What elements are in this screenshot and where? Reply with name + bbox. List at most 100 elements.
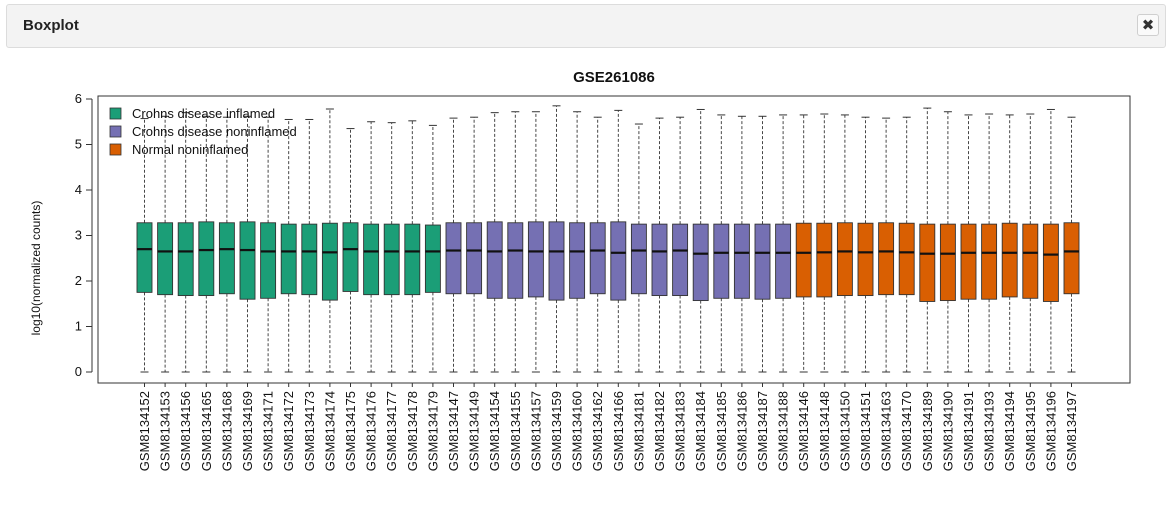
box-GSM8134174 <box>321 108 338 373</box>
box-GSM8134185 <box>713 114 730 373</box>
x-tick-label: GSM8134168 <box>219 391 234 471</box>
x-tick-label: GSM8134154 <box>487 391 502 471</box>
box-body <box>672 223 689 297</box>
x-tick-label: GSM8134194 <box>1002 391 1017 471</box>
box-body <box>836 222 853 297</box>
box-body <box>239 221 256 300</box>
legend-item: Crohns disease noninflamed <box>109 124 297 139</box>
box-body <box>342 222 359 292</box>
box-GSM8134182 <box>651 117 668 373</box>
box-body <box>363 223 380 296</box>
x-tick-label: GSM8134177 <box>384 391 399 471</box>
box-body <box>321 222 338 301</box>
x-tick-label: GSM8134176 <box>364 391 379 471</box>
box-body <box>939 223 956 302</box>
x-tick-label: GSM8134162 <box>590 391 605 471</box>
legend-swatch <box>109 107 122 120</box>
box-GSM8134152 <box>136 118 153 373</box>
modal-title: Boxplot <box>23 17 79 34</box>
box-body <box>280 223 297 295</box>
modal-header: Boxplot ✖ <box>6 4 1166 48</box>
x-tick-label: GSM8134173 <box>302 391 317 471</box>
y-tick-label: 4 <box>75 182 82 197</box>
legend-label: Normal noninflamed <box>132 142 248 157</box>
box-body <box>919 223 936 302</box>
box-GSM8134184 <box>692 108 709 373</box>
box-GSM8134190 <box>939 111 956 373</box>
box-GSM8134148 <box>816 113 833 373</box>
y-tick-label: 5 <box>75 137 82 152</box>
x-tick-label: GSM8134163 <box>879 391 894 471</box>
x-tick-label: GSM8134166 <box>611 391 626 471</box>
box-GSM8134177 <box>383 122 400 373</box>
box-body <box>795 222 812 298</box>
box-body <box>466 222 483 295</box>
box-body <box>136 222 153 293</box>
x-tick-label: GSM8134174 <box>322 391 337 471</box>
box-body <box>486 221 503 299</box>
box-body <box>527 221 544 298</box>
box-body <box>548 221 565 301</box>
box-GSM8134175 <box>342 128 359 373</box>
x-tick-label: GSM8134157 <box>528 391 543 471</box>
close-icon: ✖ <box>1141 15 1155 34</box>
box-GSM8134196 <box>1042 108 1059 373</box>
x-tick-label: GSM8134181 <box>631 391 646 471</box>
x-tick-label: GSM8134186 <box>734 391 749 471</box>
box-body <box>981 223 998 300</box>
x-tick-label: GSM8134178 <box>405 391 420 471</box>
legend-swatch <box>109 125 122 138</box>
box-GSM8134191 <box>960 114 977 373</box>
legend-item: Crohns disease inflamed <box>109 106 275 121</box>
y-tick-label: 3 <box>75 228 82 243</box>
box-body <box>424 224 441 293</box>
box-body <box>589 222 606 295</box>
x-tick-label: GSM8134153 <box>158 391 173 471</box>
box-GSM8134173 <box>301 118 318 373</box>
x-axis-labels: GSM8134152 GSM8134153 GSM8134156 GSM8134165… <box>137 383 1079 471</box>
box-body <box>733 223 750 299</box>
box-body <box>445 222 462 295</box>
x-tick-label: GSM8134184 <box>693 391 708 471</box>
box-GSM8134181 <box>630 123 647 373</box>
box-GSM8134176 <box>363 121 380 373</box>
box-body <box>630 223 647 295</box>
y-axis: 0 1 2 3 4 5 6 <box>75 91 93 379</box>
box-body <box>157 222 174 296</box>
x-tick-label: GSM8134189 <box>920 391 935 471</box>
box-GSM8134171 <box>260 116 277 373</box>
x-tick-label: GSM8134191 <box>961 391 976 471</box>
box-body <box>898 222 915 296</box>
box-GSM8134170 <box>898 116 915 373</box>
box-GSM8134149 <box>466 116 483 373</box>
box-body <box>816 222 833 298</box>
y-tick-label: 2 <box>75 273 82 288</box>
y-tick-label: 1 <box>75 319 82 334</box>
x-tick-label: GSM8134160 <box>570 391 585 471</box>
box-GSM8134169 <box>239 115 256 373</box>
box-body <box>960 223 977 300</box>
box-GSM8134166 <box>610 109 627 373</box>
x-tick-label: GSM8134195 <box>1023 391 1038 471</box>
box-GSM8134163 <box>878 117 895 373</box>
box-GSM8134179 <box>424 124 441 373</box>
box-GSM8134186 <box>733 115 750 373</box>
x-tick-label: GSM8134147 <box>446 391 461 471</box>
box-body <box>878 222 895 296</box>
box-GSM8134193 <box>981 113 998 373</box>
box-body <box>507 222 524 299</box>
legend-item: Normal noninflamed <box>109 142 248 157</box>
x-tick-label: GSM8134146 <box>796 391 811 471</box>
box-GSM8134194 <box>1001 114 1018 373</box>
box-GSM8134183 <box>672 116 689 373</box>
box-body <box>692 223 709 302</box>
x-tick-label: GSM8134148 <box>817 391 832 471</box>
x-tick-label: GSM8134172 <box>281 391 296 471</box>
close-button[interactable]: ✖ <box>1137 14 1159 36</box>
legend: Crohns disease inflamed Crohns disease no… <box>109 106 297 157</box>
box-GSM8134160 <box>569 111 586 373</box>
x-tick-label: GSM8134169 <box>240 391 255 471</box>
x-tick-label: GSM8134185 <box>714 391 729 471</box>
box-body <box>1042 223 1059 302</box>
box-GSM8134159 <box>548 105 565 373</box>
